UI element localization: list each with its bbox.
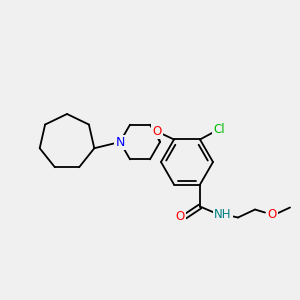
Text: O: O [267,208,277,221]
Text: Cl: Cl [213,123,225,136]
Text: O: O [176,210,184,223]
Text: NH: NH [214,208,232,221]
Text: N: N [115,136,125,148]
Text: O: O [152,125,162,138]
